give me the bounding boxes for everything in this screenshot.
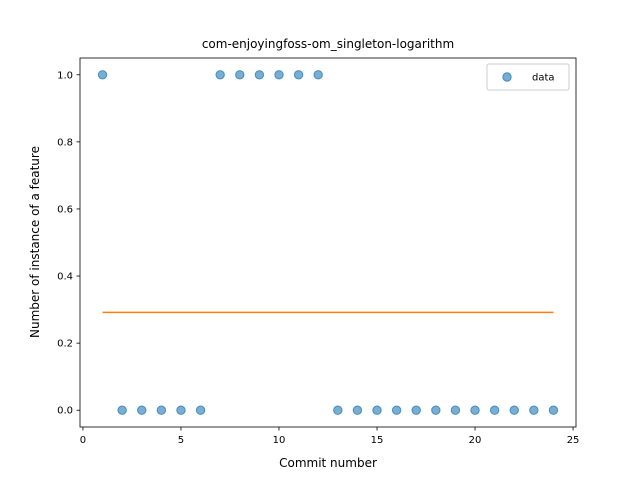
data-point — [470, 405, 480, 415]
y-axis-label: Number of instance of a feature — [28, 146, 42, 338]
y-tick-label: 0.6 — [57, 204, 73, 215]
x-tick-label: 25 — [567, 435, 580, 446]
legend-entry: data — [532, 73, 555, 84]
x-tick-label: 20 — [469, 435, 482, 446]
x-tick-label: 0 — [80, 435, 86, 446]
data-point — [352, 405, 363, 415]
y-tick-label: 0.2 — [57, 339, 73, 350]
x-axis-ticks: 0 5 10 15 20 25 — [80, 427, 580, 446]
x-tick-label: 15 — [371, 435, 384, 446]
y-tick-label: 0.4 — [57, 272, 73, 283]
plot-area — [79, 57, 577, 428]
data-point — [391, 405, 402, 415]
data-point — [274, 70, 284, 80]
legend: data — [486, 63, 570, 91]
data-point — [293, 70, 304, 80]
x-axis-label: Commit number — [279, 456, 377, 470]
data-point — [176, 405, 186, 415]
y-tick-label: 1.0 — [57, 70, 73, 81]
data-point — [450, 405, 461, 415]
data-point — [431, 405, 441, 415]
data-point — [509, 405, 519, 415]
data-point — [411, 405, 421, 415]
data-point — [529, 405, 539, 415]
data-point — [117, 405, 127, 415]
x-tick-label: 10 — [273, 435, 286, 446]
y-axis-ticks: 0.0 0.2 0.4 0.6 0.8 1.0 — [57, 70, 80, 417]
data-point — [254, 70, 265, 80]
data-point — [137, 405, 147, 415]
data-point — [313, 70, 323, 80]
data-point — [548, 405, 559, 415]
data-point — [333, 405, 343, 415]
y-tick-label: 0.0 — [57, 406, 73, 417]
legend-box — [486, 63, 570, 91]
data-point — [195, 405, 206, 415]
data-point — [156, 405, 167, 415]
y-tick-label: 0.8 — [57, 137, 73, 148]
data-point — [97, 70, 108, 80]
axes-frame — [79, 57, 577, 428]
data-point — [489, 405, 500, 415]
chart-title: com-enjoyingfoss-om_singleton-logarithm — [202, 37, 454, 51]
legend-marker — [502, 72, 512, 82]
data-point — [235, 70, 245, 80]
x-tick-label: 5 — [178, 435, 184, 446]
data-point — [215, 70, 225, 80]
data-point — [372, 405, 382, 415]
